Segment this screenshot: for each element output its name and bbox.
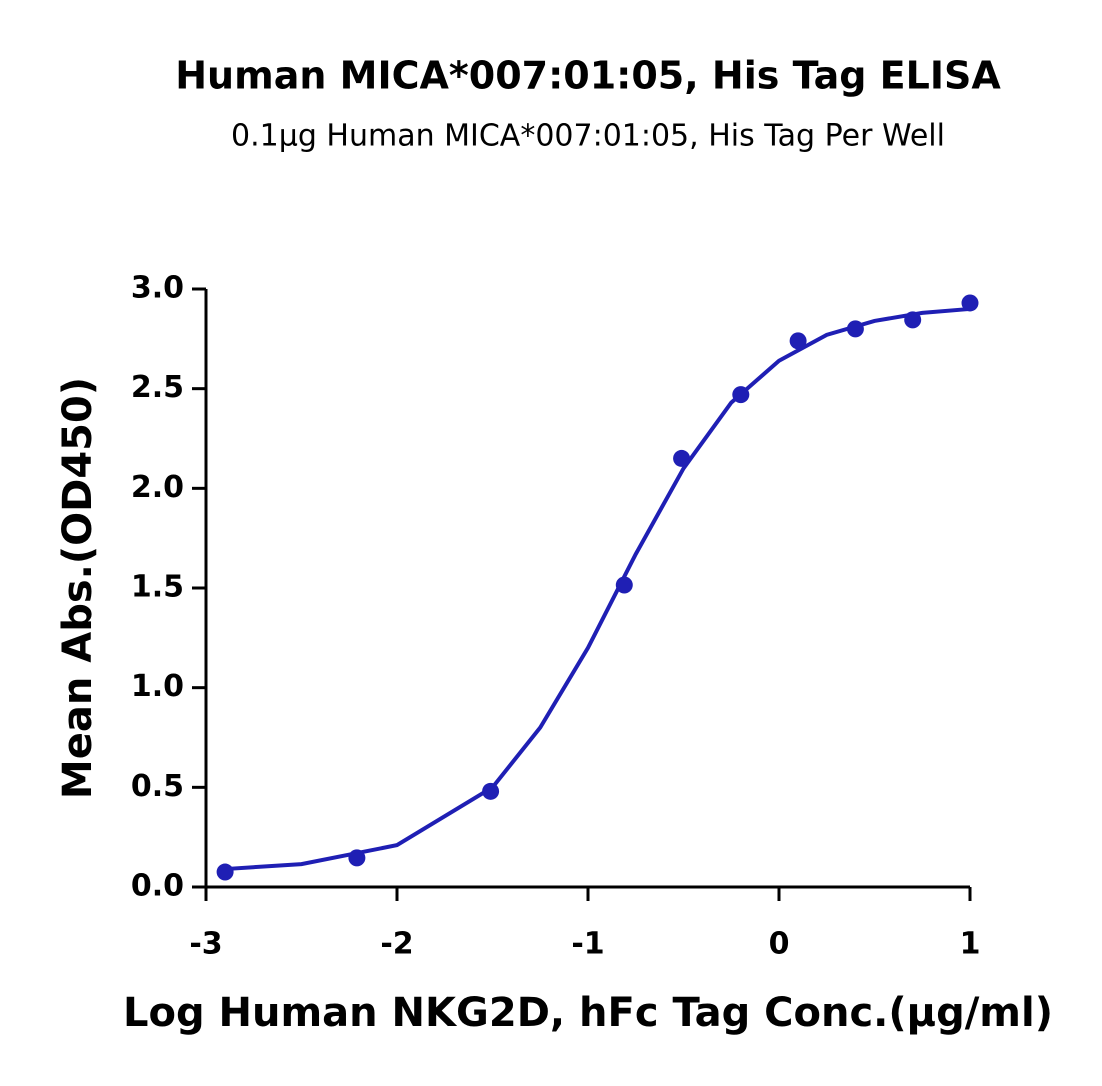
chart-title: Human MICA*007:01:05, His Tag ELISA (175, 54, 1001, 98)
y-tick-label: 0.5 (131, 769, 184, 804)
x-tick-label: -2 (380, 927, 413, 962)
data-point (615, 576, 633, 594)
y-tick-label: 1.5 (131, 570, 184, 605)
data-point (846, 320, 864, 338)
data-point (732, 386, 750, 404)
fit-curve (224, 306, 971, 872)
y-tick-label: 1.0 (131, 669, 184, 704)
y-tick-label: 2.5 (131, 370, 184, 405)
data-point (789, 332, 807, 350)
data-point (482, 782, 500, 800)
data-point (216, 863, 234, 881)
data-point (348, 849, 366, 867)
y-axis-label: Mean Abs.(OD450) (55, 377, 101, 799)
y-tick-label: 0.0 (131, 869, 184, 904)
data-point (673, 449, 691, 467)
y-tick-label: 3.0 (131, 271, 184, 306)
data-point (961, 294, 979, 312)
chart-subtitle: 0.1μg Human MICA*007:01:05, His Tag Per … (231, 119, 945, 154)
x-tick-label: 0 (769, 927, 790, 962)
y-tick-label: 2.0 (131, 470, 184, 505)
x-axis-label: Log Human NKG2D, hFc Tag Conc.(μg/ml) (123, 990, 1053, 1036)
x-tick-label: -1 (571, 927, 604, 962)
x-tick-label: 1 (960, 927, 981, 962)
x-tick-label: -3 (189, 927, 222, 962)
data-point (904, 311, 922, 329)
